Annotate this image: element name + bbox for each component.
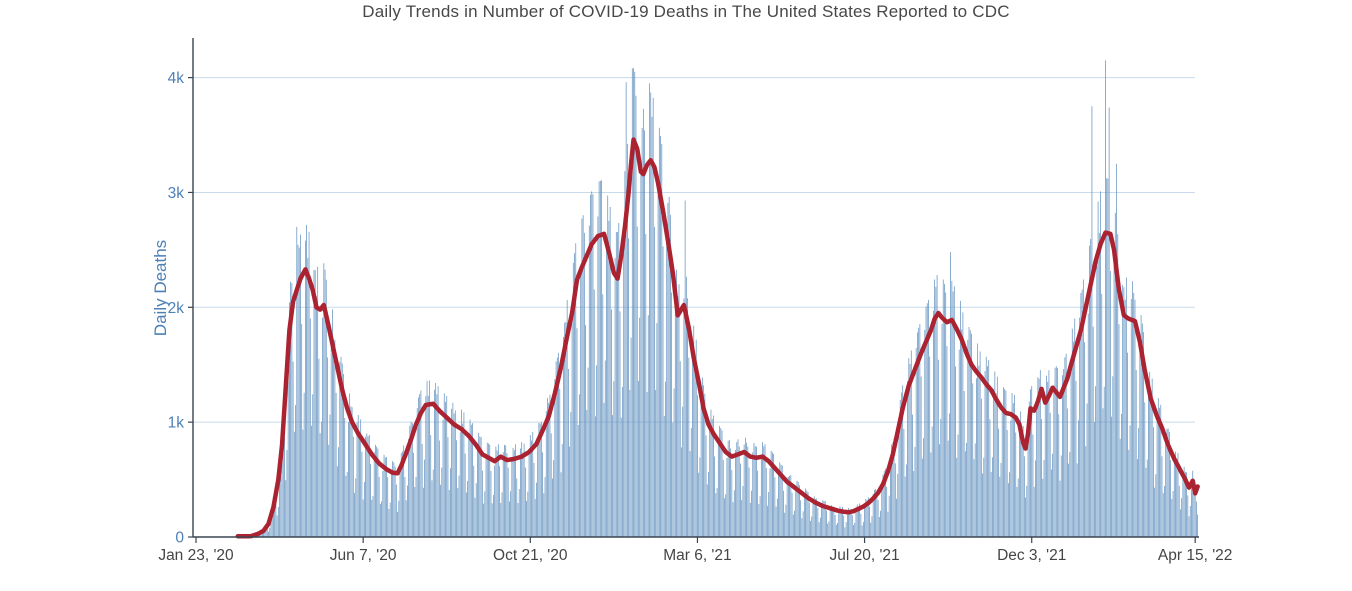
plot-area[interactable]: 0 1k 2k 3k 4k Jan 23, '20 Jun 7, '20 Oct 21, '2… [0, 0, 1232, 591]
x-tick-label: Jul 20, '21 [829, 547, 899, 564]
y-tick-label: 1k [168, 415, 185, 432]
moving-average-line [235, 137, 1200, 539]
x-tick-label: Oct 21, '20 [493, 547, 568, 564]
y-tick-label: 3k [168, 185, 185, 202]
x-tick-label: Apr 15, '22 [1158, 547, 1232, 564]
x-tick-label: Jun 7, '20 [330, 547, 397, 564]
y-tick-label: 4k [168, 70, 185, 87]
x-tick-label: Jan 23, '20 [158, 547, 234, 564]
x-tick-label: Mar 6, '21 [663, 547, 731, 564]
y-tick-label: 2k [168, 300, 185, 317]
x-tick-label: Dec 3, '21 [997, 547, 1066, 564]
y-tick-label: 0 [175, 530, 184, 547]
chart-title: Daily Trends in Number of COVID-19 Death… [362, 2, 1010, 21]
